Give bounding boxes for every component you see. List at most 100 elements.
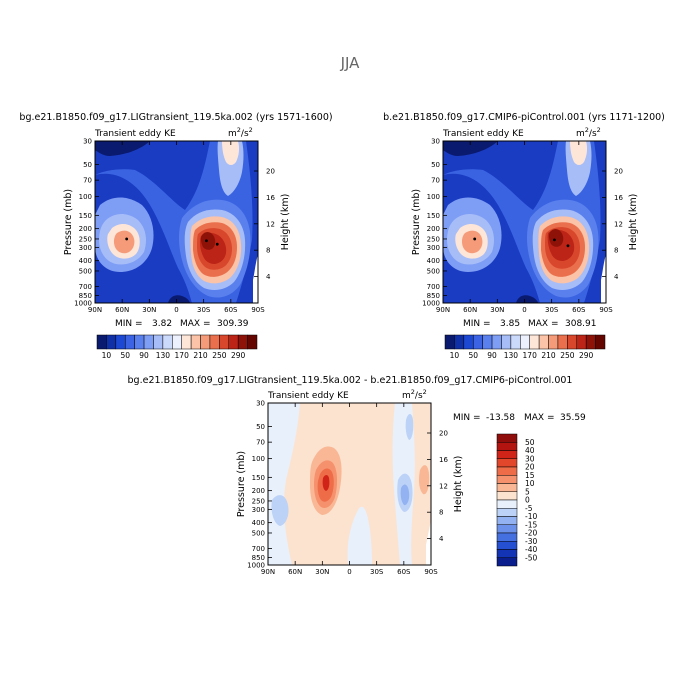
colorbar-swatch	[463, 334, 474, 350]
contour-level	[347, 506, 372, 565]
y-tick-label: 70	[256, 439, 265, 447]
contour-field	[268, 403, 431, 565]
colorbar-swatch	[496, 516, 518, 525]
colorbar-label: 130	[504, 351, 519, 360]
y-tick-label: 70	[431, 177, 440, 185]
colorbar-label: -20	[525, 529, 537, 538]
colorbar-label: 90	[139, 351, 149, 360]
colorbar-swatch	[501, 334, 512, 350]
colorbar-swatch	[106, 334, 117, 350]
colorbar-label: 5	[525, 487, 530, 496]
colorbar-swatch	[190, 334, 201, 350]
y-tick-label: 400	[427, 257, 440, 265]
maximum-marker	[473, 237, 477, 241]
x-tick-label: 60N	[288, 568, 302, 576]
colorbar-label: 250	[560, 351, 575, 360]
height-tick-label: 8	[266, 247, 270, 255]
colorbar-label: 290	[579, 351, 594, 360]
y-tick-label: 700	[252, 545, 265, 553]
colorbar-swatch	[496, 442, 518, 451]
colorbar-swatch	[510, 334, 521, 350]
min-label: MIN =	[453, 413, 481, 423]
colorbar-swatch	[472, 334, 483, 350]
colorbar-label: -10	[525, 512, 537, 521]
colorbar-swatch	[209, 334, 220, 350]
height-tick-label: 12	[614, 220, 623, 228]
y-tick-label: 250	[427, 235, 440, 243]
y-axis-label: Pressure (mb)	[411, 189, 422, 255]
colorbar-swatch	[520, 334, 530, 350]
contour-level	[222, 141, 240, 165]
colorbar-label: 130	[156, 351, 171, 360]
colorbar-swatch	[496, 541, 518, 550]
colorbar-label: -30	[525, 537, 537, 546]
colorbar-label: 90	[487, 351, 497, 360]
colorbar-swatch	[548, 334, 559, 350]
maximum-marker	[566, 244, 570, 248]
max-label: MAX =	[180, 319, 211, 329]
panel-lig-transient: bg.e21.B1850.f09_g17.LIGtransient_119.5k…	[19, 112, 332, 360]
colorbar-swatch	[496, 532, 518, 542]
colorbar-swatch	[496, 508, 518, 517]
panel-title: bg.e21.B1850.f09_g17.LIGtransient_119.5k…	[128, 375, 573, 386]
colorbar-label: -15	[525, 520, 537, 529]
colorbar-swatch	[454, 334, 465, 350]
x-tick-label: 60N	[115, 306, 129, 314]
colorbar-swatch	[496, 450, 518, 459]
units-label: m2/s2	[402, 388, 427, 401]
y-tick-label: 850	[79, 292, 92, 300]
y-tick-label: 500	[252, 529, 265, 537]
y-tick-label: 850	[427, 292, 440, 300]
y-tick-label: 1000	[247, 562, 265, 570]
min-label: MIN =	[463, 319, 491, 329]
y-tick-label: 700	[427, 283, 440, 291]
contour-field	[95, 141, 258, 303]
y-tick-label: 300	[252, 506, 265, 514]
colorbar-swatch	[595, 334, 606, 350]
contour-level	[268, 403, 300, 565]
contour-level	[570, 141, 588, 165]
panel-difference: bg.e21.B1850.f09_g17.LIGtransient_119.5k…	[128, 375, 587, 576]
y-tick-label: 850	[252, 554, 265, 562]
contour-level	[200, 232, 216, 250]
contour-field	[443, 141, 606, 303]
maximum-marker	[204, 239, 208, 243]
y-tick-label: 50	[431, 161, 440, 169]
height-tick-label: 8	[439, 509, 443, 517]
colorbar-label: 250	[212, 351, 227, 360]
x-tick-label: 90N	[436, 306, 450, 314]
height-tick-label: 4	[614, 273, 619, 281]
panel-title: bg.e21.B1850.f09_g17.LIGtransient_119.5k…	[19, 112, 332, 123]
y-tick-label: 500	[79, 267, 92, 275]
colorbar-swatch	[219, 334, 230, 350]
height-tick-label: 16	[614, 194, 623, 202]
colorbar-swatch	[529, 334, 540, 350]
colorbar-label: 10	[450, 351, 460, 360]
x-tick-label: 90S	[599, 306, 613, 314]
maximum-marker	[552, 238, 556, 242]
y-tick-label: 200	[252, 487, 265, 495]
colorbar-swatch	[115, 334, 126, 350]
colorbar-swatch	[496, 466, 518, 476]
season-title: JJA	[340, 54, 361, 72]
colorbar: 10 50 90 130 170 210 250 290	[444, 334, 606, 360]
colorbar-swatch	[496, 549, 518, 558]
x-tick-label: 90N	[88, 306, 102, 314]
y-tick-label: 200	[427, 225, 440, 233]
colorbar-label: 290	[231, 351, 246, 360]
colorbar-swatch	[496, 475, 518, 484]
x-tick-label: 30S	[545, 306, 559, 314]
colorbar-label: -5	[525, 504, 533, 513]
colorbar-swatch	[143, 334, 154, 350]
field-label: Transient eddy KE	[442, 129, 524, 139]
height-tick-label: 20	[266, 168, 275, 176]
y-tick-label: 700	[79, 283, 92, 291]
height-tick-label: 4	[266, 273, 271, 281]
height-tick-label: 20	[439, 430, 448, 438]
contour-level	[516, 295, 538, 303]
units-label: m2/s2	[228, 126, 253, 139]
height-tick-label: 12	[439, 482, 448, 490]
